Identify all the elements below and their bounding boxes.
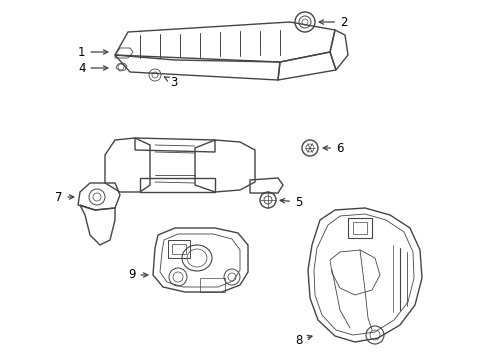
Text: 8: 8 — [295, 333, 312, 346]
Text: 9: 9 — [128, 269, 148, 282]
Text: 6: 6 — [323, 141, 343, 154]
Text: 4: 4 — [78, 62, 108, 75]
Text: 5: 5 — [280, 195, 302, 208]
Text: 2: 2 — [319, 15, 347, 28]
Text: 3: 3 — [165, 76, 177, 89]
Text: 7: 7 — [55, 190, 74, 203]
Text: 1: 1 — [78, 45, 108, 59]
